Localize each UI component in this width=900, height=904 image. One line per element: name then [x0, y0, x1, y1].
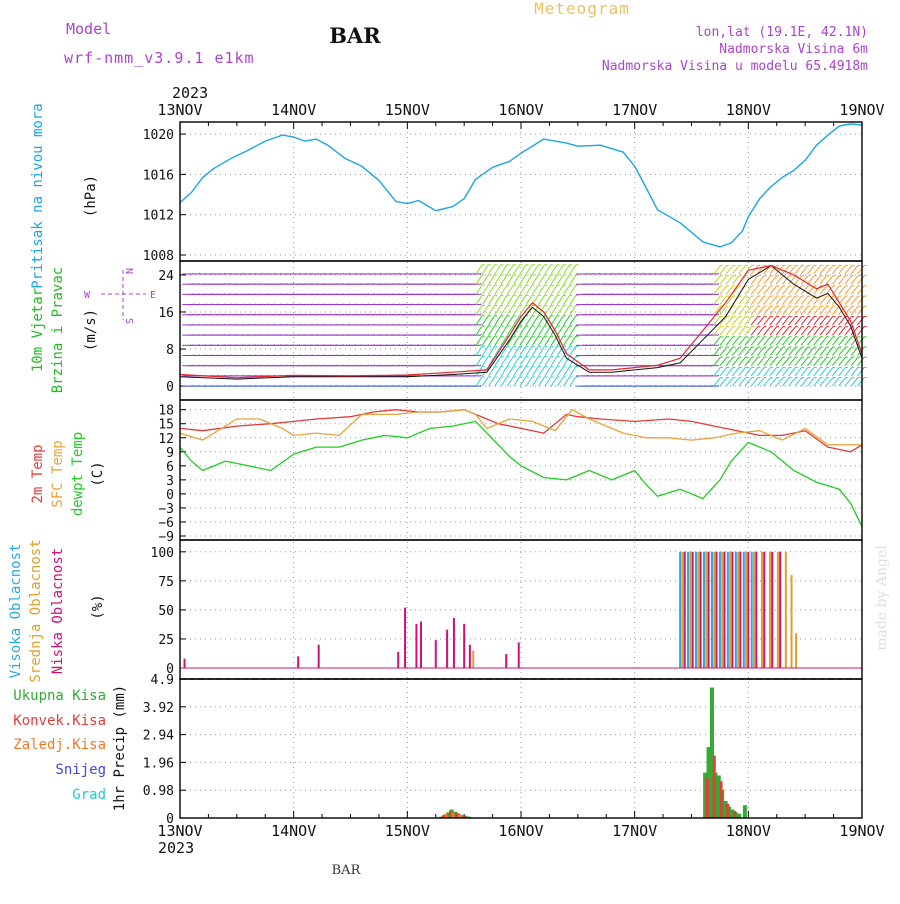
- year-label-top: 2023: [172, 84, 208, 102]
- y-tick-label: 0: [166, 380, 174, 395]
- bottom-tick-label: 18NOV: [726, 822, 771, 840]
- precip-conv-bar: [713, 756, 716, 818]
- y-tick-label: 1016: [143, 168, 174, 183]
- bottom-tick-label: 13NOV: [157, 822, 202, 840]
- model-name: wrf-nmm_v3.9.1 e1km: [64, 49, 255, 67]
- y-tick-label: 9: [166, 446, 174, 461]
- y-tick-label: 4.9: [151, 673, 174, 688]
- top-tick-label: 16NOV: [498, 101, 543, 119]
- precip-conv-bar: [706, 778, 709, 818]
- top-tick-label: 14NOV: [271, 101, 316, 119]
- model-elevation-label: Nadmorska Visina u modelu 65.4918m: [602, 59, 868, 74]
- top-tick-label: 13NOV: [157, 101, 202, 119]
- credit-watermark: made by Angel: [874, 545, 890, 651]
- wind-label-1: 10m Vjetar: [30, 288, 46, 372]
- y-tick-label: 24: [158, 269, 174, 284]
- y-tick-label: 15: [158, 418, 174, 433]
- year-label-bottom: 2023: [158, 839, 194, 857]
- precip-legend-hail: Grad: [72, 787, 106, 803]
- precip-frozen-bar: [451, 812, 454, 818]
- top-tick-label: 17NOV: [612, 101, 657, 119]
- bottom-tick-label: 17NOV: [612, 822, 657, 840]
- y-tick-label: 25: [158, 633, 174, 648]
- y-tick-label: 16: [158, 306, 174, 321]
- precip-legend-snow: Snijeg: [55, 762, 106, 778]
- temp-unit: (C): [90, 461, 106, 486]
- pressure-unit: (hPa): [83, 175, 99, 217]
- model-label: Model: [66, 20, 111, 38]
- bottom-tick-label: 14NOV: [271, 822, 316, 840]
- cloud-unit: (%): [90, 594, 106, 619]
- precip-conv-bar: [720, 781, 723, 818]
- wind-label-2: Brzina i Pravac: [50, 267, 66, 393]
- y-tick-label: 0.98: [143, 784, 174, 799]
- temp-label-2: SFC Temp: [50, 440, 66, 507]
- elevation-label: Nadmorska Visina 6m: [719, 42, 868, 57]
- y-tick-label: 18: [158, 404, 174, 419]
- temp-label-3: dewpt Temp: [70, 432, 86, 516]
- temp-label-1: 2m Temp: [30, 444, 46, 503]
- top-tick-label: 18NOV: [726, 101, 771, 119]
- station-title: BAR: [329, 23, 381, 48]
- y-tick-label: −3: [158, 502, 174, 517]
- precip-unit: 1hr Precip (mm): [112, 685, 128, 811]
- precip-total-bar: [743, 805, 747, 818]
- y-tick-label: 1.96: [143, 756, 174, 771]
- y-tick-label: 1008: [143, 249, 174, 264]
- y-tick-label: 12: [158, 432, 174, 447]
- precip-legend-total: Ukupna Kisa: [13, 688, 106, 704]
- pressure-label: Pritisak na nivou mora: [30, 103, 46, 288]
- wind-unit: (m/s): [83, 309, 99, 351]
- bottom-tick-label: 15NOV: [385, 822, 430, 840]
- precip-legend-conv: Konvek.Kisa: [13, 713, 106, 729]
- y-tick-label: 75: [158, 575, 174, 590]
- y-tick-label: 0: [166, 488, 174, 503]
- precip-legend-frozen: Zaledj.Kisa: [13, 737, 106, 753]
- y-tick-label: 8: [166, 343, 174, 358]
- compass-e: E: [150, 290, 156, 301]
- precip-conv-bar: [733, 811, 736, 818]
- y-tick-label: 1020: [143, 128, 174, 143]
- y-tick-label: 3.92: [143, 701, 174, 716]
- cloud-label-3: Niska Oblacnost: [50, 548, 66, 674]
- y-tick-label: 100: [151, 546, 174, 561]
- y-tick-label: 2.94: [143, 729, 174, 744]
- top-tick-label: 19NOV: [839, 101, 884, 119]
- bottom-tick-label: 19NOV: [839, 822, 884, 840]
- y-tick-label: −9: [158, 530, 174, 545]
- y-tick-label: 3: [166, 474, 174, 489]
- compass-w: W: [84, 290, 91, 301]
- y-tick-label: 6: [166, 460, 174, 475]
- bottom-tick-label: 16NOV: [498, 822, 543, 840]
- product-title: Meteogram: [534, 0, 630, 18]
- cloud-label-2: Srednja Oblacnost: [28, 539, 44, 682]
- precip-conv-bar: [726, 804, 729, 818]
- y-tick-label: 50: [158, 604, 174, 619]
- compass-n: N: [123, 268, 134, 274]
- y-tick-label: 1012: [143, 209, 174, 224]
- top-tick-label: 15NOV: [385, 101, 430, 119]
- cloud-label-1: Visoka Oblacnost: [8, 544, 24, 679]
- lonlat-label: lon,lat (19.1E, 42.1N): [696, 25, 868, 40]
- y-tick-label: −6: [158, 516, 174, 531]
- compass-s: S: [123, 318, 134, 324]
- footer-station: BAR: [332, 863, 362, 878]
